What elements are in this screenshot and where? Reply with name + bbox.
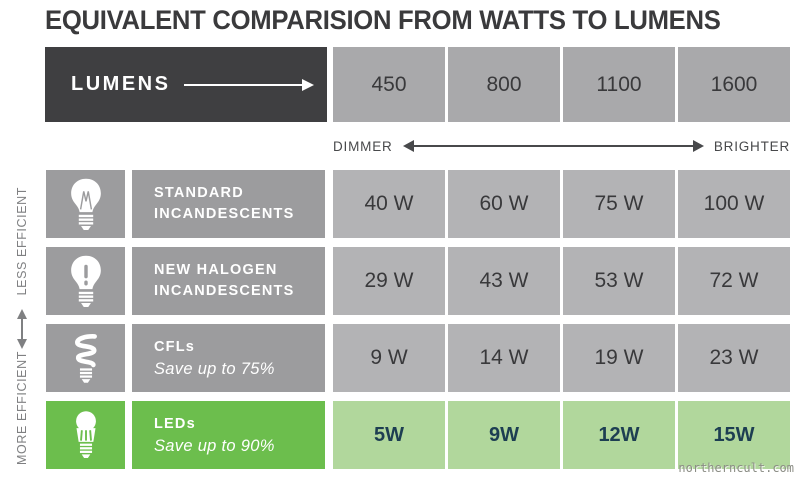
dimmer-label: DIMMER: [333, 138, 393, 154]
row-savings-note: Save up to 75%: [154, 359, 275, 378]
watermark: northerncult.com: [678, 461, 794, 475]
brightness-scale: DIMMER BRIGHTER: [333, 136, 790, 156]
halogen-bulb-cell: [46, 247, 125, 315]
value-cell: 100 W: [678, 170, 790, 238]
cfl-bulb-cell: [46, 324, 125, 392]
row-label-line2: INCANDESCENTS: [154, 283, 295, 299]
table-row-cfls: CFLs Save up to 75% 9 W 14 W 19 W 23 W: [0, 324, 800, 392]
row-label-standard-incandescents: STANDARD INCANDESCENTS: [132, 170, 325, 238]
row-label-cfls: CFLs Save up to 75%: [132, 324, 325, 392]
row-label-new-halogen-incandescents: NEW HALOGEN INCANDESCENTS: [132, 247, 325, 315]
double-arrow-icon: [404, 145, 702, 147]
row-label-line1: LEDs: [154, 416, 196, 433]
lumens-column-header-450: 450: [333, 47, 445, 122]
value-cell: 53 W: [563, 247, 675, 315]
lumens-column-header-800: 800: [448, 47, 560, 122]
lumens-header-label: LUMENS: [71, 73, 171, 95]
value-cell: 23 W: [678, 324, 790, 392]
row-label-line1: NEW HALOGEN: [154, 261, 278, 278]
row-savings-note: Save up to 90%: [154, 436, 275, 455]
value-cell: 15W: [678, 401, 790, 469]
table-row-standard-incandescents: STANDARD INCANDESCENTS 40 W 60 W 75 W 10…: [0, 170, 800, 238]
value-cell: 29 W: [333, 247, 445, 315]
lumens-header: LUMENS: [45, 47, 327, 122]
brighter-label: BRIGHTER: [713, 138, 790, 154]
led-bulb-icon: [75, 411, 96, 458]
row-label-line1: CFLs: [154, 339, 196, 356]
lumens-column-header-1600: 1600: [678, 47, 790, 122]
efficiency-arrow-zone: [21, 312, 23, 346]
value-cell: 19 W: [563, 324, 675, 392]
led-bulb-cell: [46, 401, 125, 469]
halogen-bulb-icon: [70, 255, 101, 308]
value-cell: 14 W: [448, 324, 560, 392]
lumens-column-header-1100: 1100: [563, 47, 675, 122]
cfl-bulb-icon: [74, 334, 97, 383]
row-label-line1: STANDARD: [154, 184, 244, 201]
value-cell: 72 W: [678, 247, 790, 315]
value-cell: 9W: [448, 401, 560, 469]
row-label-line2: INCANDESCENTS: [154, 206, 295, 222]
value-cell: 40 W: [333, 170, 445, 238]
page-title: EQUIVALENT COMPARISION FROM WATTS TO LUM…: [45, 5, 721, 35]
value-cell: 75 W: [563, 170, 675, 238]
efficiency-rail: LESS EFFICIENT MORE EFFICIENT: [0, 170, 44, 469]
vertical-double-arrow-icon: [21, 318, 23, 340]
value-cell: 60 W: [448, 170, 560, 238]
table-row-new-halogen-incandescents: NEW HALOGEN INCANDESCENTS 29 W 43 W 53 W…: [0, 247, 800, 315]
table-row-leds: LEDs Save up to 90% 5W 9W 12W 15W: [0, 401, 800, 469]
value-cell: 43 W: [448, 247, 560, 315]
incandescent-bulb-cell: [46, 170, 125, 238]
row-label-leds: LEDs Save up to 90%: [132, 401, 325, 469]
value-cell: 5W: [333, 401, 445, 469]
incandescent-bulb-icon: [70, 178, 101, 231]
value-cell: 9 W: [333, 324, 445, 392]
right-arrow-icon: [184, 83, 303, 86]
value-cell: 12W: [563, 401, 675, 469]
